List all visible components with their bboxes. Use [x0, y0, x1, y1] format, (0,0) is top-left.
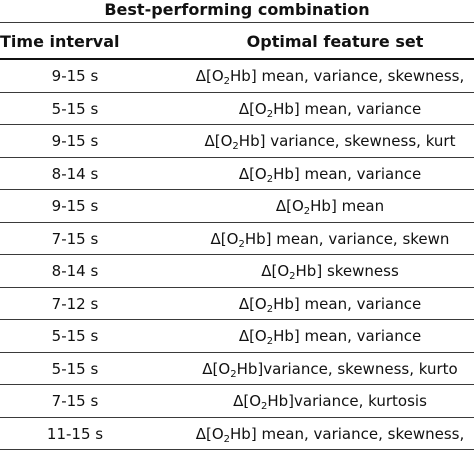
feature-prefix: Δ[O — [204, 132, 233, 150]
table-row: 8-14 s Δ[O2Hb] mean, variance — [0, 158, 474, 190]
feature-list: mean, variance — [299, 327, 422, 345]
feature-suffix: Hb] — [295, 262, 323, 280]
feature-set-cell: Δ[O2Hb] mean, variance, skewness, — [155, 418, 474, 450]
table-header-row: Time interval Optimal feature set — [0, 24, 474, 59]
feature-subscript: 2 — [223, 76, 231, 87]
feature-suffix: Hb] — [273, 164, 300, 183]
time-interval-cell: 7-15 s — [51, 229, 99, 248]
feature-suffix: Hb] — [310, 197, 337, 215]
table-row: 7-15 s Δ[O2Hb] mean, variance, skewn — [0, 223, 474, 255]
feature-prefix: Δ[O — [261, 262, 290, 280]
header-rule — [0, 58, 474, 60]
feature-subscript: 2 — [223, 433, 231, 445]
feature-prefix: Δ[O — [238, 164, 267, 183]
feature-list: mean, variance, skewness, — [256, 424, 465, 443]
feature-prefix: Δ[O — [275, 197, 304, 215]
feature-subscript: 2 — [230, 368, 237, 380]
feature-prefix: Δ[O — [238, 99, 267, 118]
feature-suffix: Hb] — [236, 359, 264, 378]
feature-list: mean, variance — [299, 164, 422, 183]
table-row: 11-15 s Δ[O2Hb] mean, variance, skewness… — [0, 418, 474, 450]
table-row: 5-15 s Δ[O2Hb] mean, variance — [0, 93, 474, 125]
group-title: Best-performing combination — [104, 0, 370, 19]
time-interval-cell: 7-12 s — [51, 294, 99, 313]
feature-subscript: 2 — [266, 336, 274, 347]
feature-list: variance, skewness, kurto — [263, 359, 458, 378]
time-interval-cell: 9-15 s — [51, 67, 99, 85]
feature-prefix: Δ[O — [195, 424, 224, 443]
feature-suffix: Hb] — [230, 67, 257, 85]
time-interval-cell: 8-14 s — [51, 262, 99, 280]
table-row: 8-14 s Δ[O2Hb] skewness — [0, 255, 474, 288]
feature-suffix: Hb] — [267, 392, 295, 410]
group-title-underline — [0, 22, 474, 23]
time-interval-cell: 11-15 s — [46, 424, 104, 443]
feature-subscript: 2 — [266, 173, 274, 185]
feature-suffix: Hb] — [273, 294, 300, 313]
time-interval-cell: 5-15 s — [51, 99, 99, 118]
time-interval-cell: 8-14 s — [51, 164, 99, 183]
table-row: 9-15 s Δ[O2Hb] variance, skewness, kurt — [0, 125, 474, 158]
time-interval-cell: 9-15 s — [51, 197, 99, 215]
feature-set-cell: Δ[O2Hb] mean, variance — [155, 288, 474, 320]
table-row: 9-15 s Δ[O2Hb] mean, variance, skewness, — [0, 60, 474, 93]
feature-list: mean, variance — [299, 294, 422, 313]
feature-prefix: Δ[O — [195, 67, 224, 85]
table-body: 9-15 s Δ[O2Hb] mean, variance, skewness,… — [0, 60, 474, 450]
feature-prefix: Δ[O — [238, 294, 267, 313]
feature-set-cell: Δ[O2Hb] mean, variance, skewn — [155, 223, 474, 255]
feature-list: mean, variance, skewn — [271, 229, 450, 248]
feature-set-cell: Δ[O2Hb] mean, variance, skewness, — [155, 60, 474, 92]
table-row: 5-15 s Δ[O2Hb]variance, skewness, kurto — [0, 353, 474, 385]
feature-set-cell: Δ[O2Hb]variance, skewness, kurto — [155, 353, 474, 385]
feature-set-cell: Δ[O2Hb] mean, variance — [155, 93, 474, 125]
feature-list: mean, variance — [299, 99, 422, 118]
time-interval-cell: 9-15 s — [51, 132, 99, 150]
feature-subscript: 2 — [289, 271, 296, 282]
feature-list: variance, skewness, kurt — [265, 132, 456, 150]
table-row: 9-15 s Δ[O2Hb] mean — [0, 190, 474, 223]
feature-suffix: Hb] — [244, 229, 272, 248]
feature-subscript: 2 — [303, 206, 311, 217]
feature-prefix: Δ[O — [210, 229, 239, 248]
feature-list: mean — [336, 197, 385, 215]
table-row: 7-12 s Δ[O2Hb] mean, variance — [0, 288, 474, 320]
header-time-interval: Time interval — [0, 32, 120, 51]
feature-subscript: 2 — [266, 303, 274, 315]
feature-suffix: Hb] — [238, 132, 266, 150]
feature-subscript: 2 — [238, 238, 245, 250]
feature-suffix: Hb] — [273, 99, 300, 118]
feature-list: skewness — [322, 262, 399, 280]
feature-set-cell: Δ[O2Hb] variance, skewness, kurt — [155, 125, 474, 157]
feature-set-cell: Δ[O2Hb]variance, kurtosis — [155, 385, 474, 417]
feature-subscript: 2 — [261, 401, 268, 412]
feature-set-cell: Δ[O2Hb] mean, variance — [155, 158, 474, 190]
time-interval-cell: 5-15 s — [51, 359, 99, 378]
table-row: 7-15 s Δ[O2Hb]variance, kurtosis — [0, 385, 474, 418]
feature-list: variance, kurtosis — [294, 392, 427, 410]
feature-subscript: 2 — [266, 108, 274, 120]
feature-suffix: Hb] — [273, 327, 300, 345]
header-optimal-feature-set: Optimal feature set — [246, 32, 424, 51]
feature-set-cell: Δ[O2Hb] mean — [155, 190, 474, 222]
table-row: 5-15 s Δ[O2Hb] mean, variance — [0, 320, 474, 353]
feature-suffix: Hb] — [230, 424, 257, 443]
time-interval-cell: 5-15 s — [51, 327, 99, 345]
feature-list: mean, variance, skewness, — [256, 67, 465, 85]
feature-set-cell: Δ[O2Hb] mean, variance — [155, 320, 474, 352]
feature-prefix: Δ[O — [233, 392, 261, 410]
feature-subscript: 2 — [232, 141, 239, 152]
feature-prefix: Δ[O — [238, 327, 267, 345]
feature-set-cell: Δ[O2Hb] skewness — [155, 255, 474, 287]
time-interval-cell: 7-15 s — [51, 392, 99, 410]
feature-prefix: Δ[O — [202, 359, 231, 378]
